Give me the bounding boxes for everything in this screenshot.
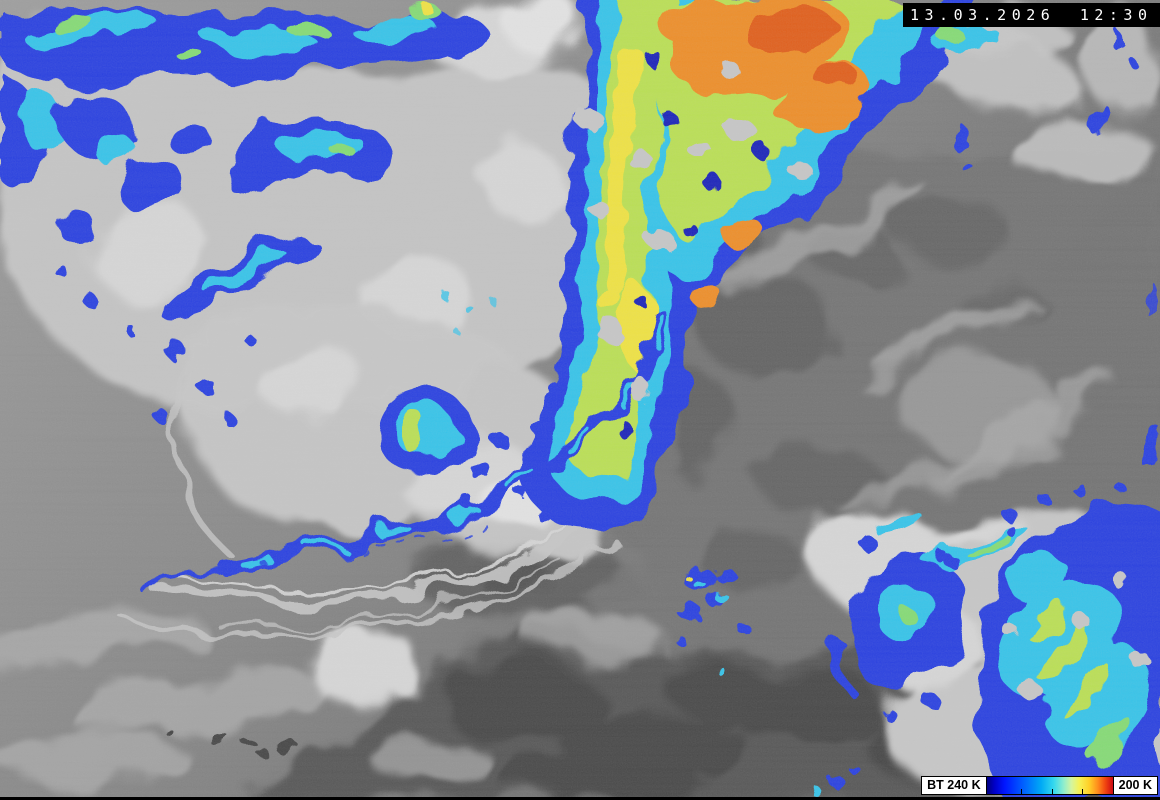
colorbar-gradient [985, 777, 1114, 794]
timestamp: 13.03.2026 12:30 [903, 3, 1160, 27]
colorbar-legend: BT 240 K 200 K [921, 776, 1158, 795]
colorbar-tick [1052, 789, 1054, 794]
bottom-border [0, 797, 1160, 800]
colorbar-tick [1020, 789, 1022, 794]
colorbar-right-label: 200 K [1118, 778, 1152, 792]
colorbar-tick [1082, 789, 1084, 794]
colorbar-left-label: BT 240 K [927, 778, 981, 792]
